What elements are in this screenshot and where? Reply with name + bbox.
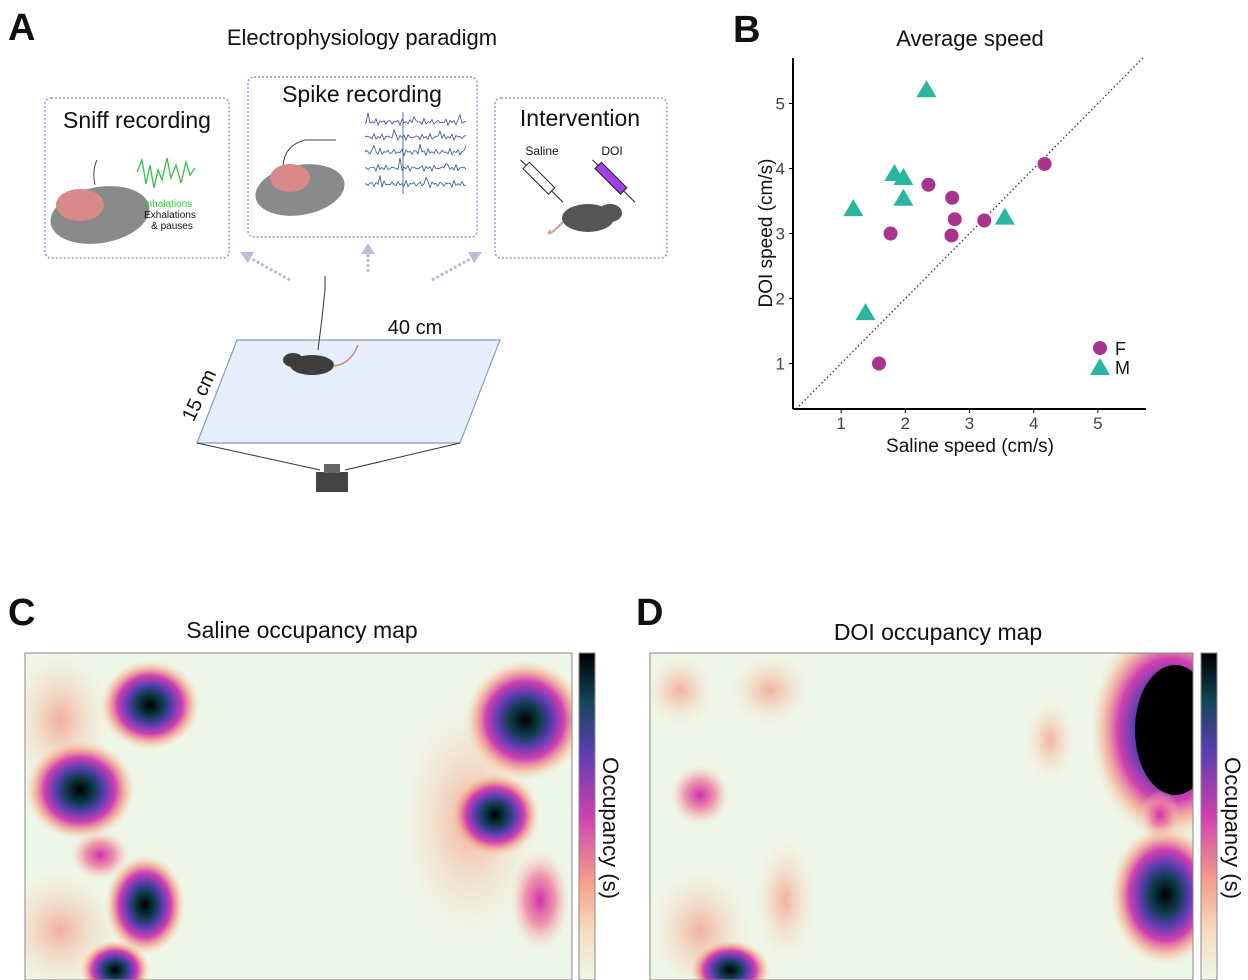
triangle-point (856, 303, 876, 320)
panel-label: C (8, 592, 35, 634)
arena (197, 340, 500, 443)
y-tick-label: 2 (776, 290, 785, 309)
circle-point (1038, 157, 1052, 171)
box-title: Sniff recording (63, 107, 211, 133)
paradigm-diagram: Electrophysiology paradigm Sniff recordi… (45, 25, 667, 492)
x-tick-label: 5 (1093, 414, 1102, 433)
camera-lens (324, 464, 340, 473)
x-tick-label: 2 (901, 414, 910, 433)
legend-label: M (1115, 358, 1130, 378)
arrowheads (240, 243, 482, 263)
map-title: DOI occupancy map (834, 619, 1042, 645)
circle-point (884, 227, 898, 241)
cable (318, 276, 325, 350)
drug-label: DOI (601, 144, 622, 158)
y-tick-label: 3 (776, 225, 785, 244)
identity-line (796, 58, 1143, 409)
panel-label: D (636, 592, 663, 634)
circle-point (921, 178, 935, 192)
x-tick-label: 3 (965, 414, 974, 433)
mouse-ear (270, 164, 310, 192)
drug-label: Saline (525, 144, 559, 158)
scatter-plot: Average speed Saline speed (cm/s) DOI spee… (756, 26, 1146, 457)
legend-marker (1093, 341, 1107, 355)
y-tick-label: 1 (776, 355, 785, 374)
arrows (250, 252, 472, 280)
x-tick-label: 1 (836, 414, 845, 433)
circle-point (977, 214, 991, 228)
colorbar-label: Occupancy (s) (598, 757, 623, 899)
legend-text: Exhalations (144, 210, 196, 221)
panel-label: A (8, 7, 35, 49)
colorbar (579, 653, 595, 980)
legend-marker (1090, 358, 1110, 375)
dimension-label: 40 cm (388, 317, 442, 339)
mouse-head (283, 353, 303, 367)
saline-heatmap (0, 650, 585, 980)
x-axis-label: Saline speed (cm/s) (886, 436, 1054, 457)
circle-point (948, 212, 962, 226)
box-title: Spike recording (282, 81, 442, 107)
y-tick-label: 5 (776, 95, 785, 114)
chart-title: Average speed (896, 26, 1044, 51)
panel-label: B (733, 9, 760, 51)
colorbar (1201, 653, 1217, 980)
triangle-point (916, 80, 936, 97)
triangle-point (843, 199, 863, 216)
circle-point (872, 357, 886, 371)
mouse-head (598, 204, 622, 222)
diagram-title: Electrophysiology paradigm (227, 25, 497, 50)
legend-label: F (1115, 339, 1126, 359)
legend-text: Inhalations (144, 199, 192, 210)
camera-line (345, 443, 460, 470)
circle-point (945, 191, 959, 205)
y-tick-label: 4 (776, 160, 785, 179)
camera-line (197, 443, 320, 470)
legend-text: & pauses (151, 221, 193, 232)
mouse-ear (56, 189, 104, 221)
x-tick-label: 4 (1029, 414, 1038, 433)
triangle-point (893, 189, 913, 206)
circle-point (945, 228, 959, 242)
doi-heatmap (645, 620, 1248, 980)
camera (316, 472, 348, 492)
box-title: Intervention (520, 105, 640, 131)
figure: A B C D Electrophysiology paradigm Sniff… (0, 0, 1248, 980)
y-axis-label: DOI speed (cm/s) (756, 159, 777, 308)
colorbar-label: Occupancy (s) (1220, 757, 1245, 899)
triangle-point (995, 208, 1015, 225)
map-title: Saline occupancy map (186, 617, 417, 643)
